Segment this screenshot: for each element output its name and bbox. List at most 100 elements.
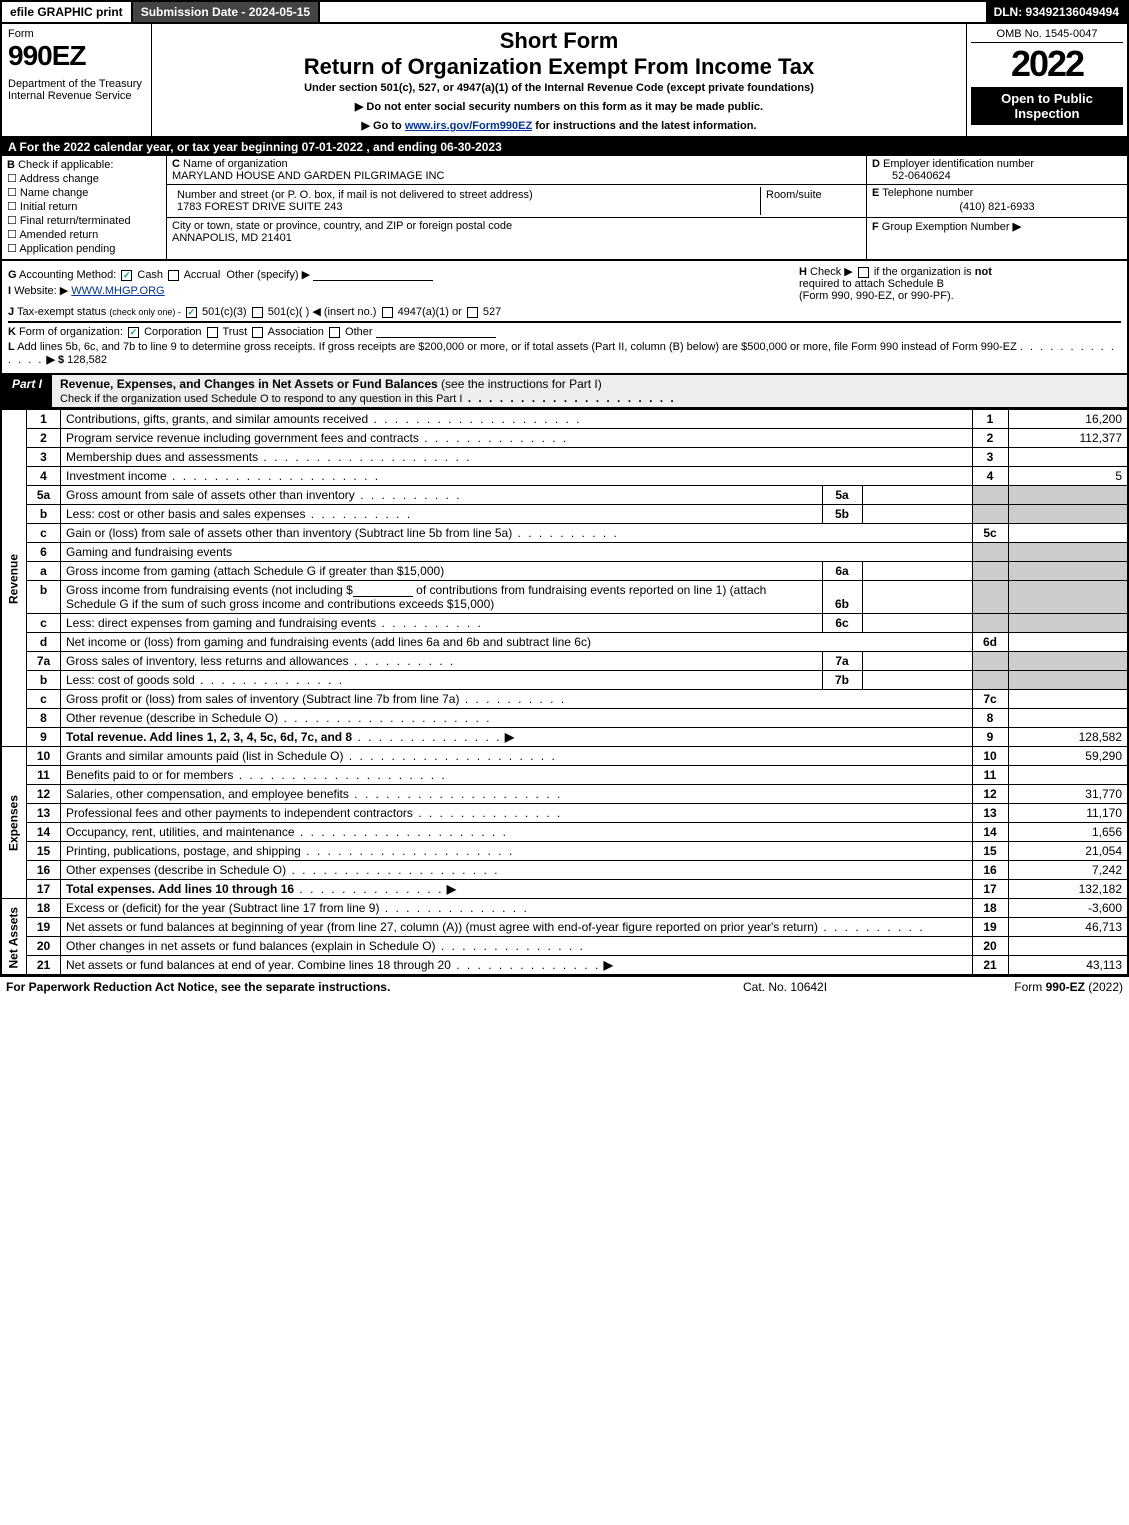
chk-4947[interactable]: [382, 307, 393, 318]
address-block: Number and street (or P. O. box, if mail…: [167, 185, 866, 218]
section-d: D Employer identification number 52-0640…: [867, 156, 1127, 185]
goto-pre: ▶ Go to: [362, 120, 405, 132]
open-to-public: Open to Public Inspection: [971, 87, 1123, 125]
cash-label: Cash: [137, 269, 163, 281]
row-5c: c Gain or (loss) from sale of assets oth…: [1, 524, 1128, 543]
row-2: 2 Program service revenue including gove…: [1, 429, 1128, 448]
h-text2: if the organization is: [874, 266, 972, 278]
return-title: Return of Organization Exempt From Incom…: [160, 54, 958, 80]
line-5b-subval: [862, 505, 972, 524]
row-13: 13 Professional fees and other payments …: [1, 804, 1128, 823]
other-org-label: Other: [345, 326, 373, 338]
city-state-zip: ANNAPOLIS, MD 21401: [172, 232, 292, 244]
chk-501c[interactable]: [252, 307, 263, 318]
line-17-val: 132,182: [1008, 880, 1128, 899]
line-k: K Form of organization: Corporation Trus…: [8, 321, 1121, 338]
row-3: 3 Membership dues and assessments 3: [1, 448, 1128, 467]
f-caption: Group Exemption Number: [882, 221, 1010, 233]
irs-link[interactable]: www.irs.gov/Form990EZ: [405, 120, 532, 132]
revenue-side-label: Revenue: [1, 410, 27, 747]
chk-other-org[interactable]: [329, 327, 340, 338]
line-10-val: 59,290: [1008, 747, 1128, 766]
top-bar: efile GRAPHIC print Submission Date - 20…: [0, 0, 1129, 24]
line-15-val: 21,054: [1008, 842, 1128, 861]
line-1-val: 16,200: [1008, 410, 1128, 429]
chk-address-change[interactable]: ☐ Address change: [7, 172, 161, 185]
chk-accrual[interactable]: [168, 270, 179, 281]
chk-corporation[interactable]: [128, 327, 139, 338]
l-text: Add lines 5b, 6c, and 7b to line 9 to de…: [17, 341, 1017, 353]
row-12: 12 Salaries, other compensation, and emp…: [1, 785, 1128, 804]
line-12-val: 31,770: [1008, 785, 1128, 804]
netassets-side-label: Net Assets: [1, 899, 27, 976]
row-5b: b Less: cost or other basis and sales ex…: [1, 505, 1128, 524]
chk-final-return[interactable]: ☐ Final return/terminated: [7, 214, 161, 227]
row-5a: 5a Gross amount from sale of assets othe…: [1, 486, 1128, 505]
501c3-label: 501(c)(3): [202, 306, 247, 318]
chk-527[interactable]: [467, 307, 478, 318]
chk-amended-return[interactable]: ☐ Amended return: [7, 228, 161, 241]
4947-label: 4947(a)(1) or: [398, 306, 462, 318]
submission-date: Submission Date - 2024-05-15: [133, 2, 320, 22]
form-word: Form: [8, 28, 145, 40]
part1-check-note: Check if the organization used Schedule …: [60, 393, 462, 405]
row-7a: 7a Gross sales of inventory, less return…: [1, 652, 1128, 671]
chk-501c3[interactable]: [186, 307, 197, 318]
line-j: J Tax-exempt status (check only one) - 5…: [8, 305, 1121, 318]
row-20: 20 Other changes in net assets or fund b…: [1, 937, 1128, 956]
page-footer: For Paperwork Reduction Act Notice, see …: [0, 976, 1129, 997]
row-6d: d Net income or (loss) from gaming and f…: [1, 633, 1128, 652]
line-l: L Add lines 5b, 6c, and 7b to line 9 to …: [8, 341, 1121, 366]
h-text1: Check ▶: [810, 266, 853, 278]
f-arrow: ▶: [1013, 221, 1021, 233]
h-not: not: [975, 266, 992, 278]
other-org-line[interactable]: [376, 337, 496, 338]
row-17: 17 Total expenses. Add lines 10 through …: [1, 880, 1128, 899]
line-6d-val: [1008, 633, 1128, 652]
omb-number: OMB No. 1545-0047: [971, 26, 1123, 43]
dln-label: DLN: 93492136049494: [986, 2, 1127, 22]
chk-association[interactable]: [252, 327, 263, 338]
row-14: 14 Occupancy, rent, utilities, and maint…: [1, 823, 1128, 842]
line-8-val: [1008, 709, 1128, 728]
g-caption: Accounting Method:: [19, 269, 116, 281]
chk-trust[interactable]: [207, 327, 218, 338]
gross-receipts-value: 128,582: [67, 354, 107, 366]
line-7c-val: [1008, 690, 1128, 709]
dept-line-1: Department of the Treasury: [8, 78, 145, 90]
row-19: 19 Net assets or fund balances at beginn…: [1, 918, 1128, 937]
part1-tag: Part I: [2, 375, 52, 407]
ein-value: 52-0640624: [872, 170, 951, 182]
section-e: E Telephone number (410) 821-6933: [867, 185, 1127, 218]
line-6c-subval: [862, 614, 972, 633]
line-19-val: 46,713: [1008, 918, 1128, 937]
chk-cash[interactable]: [121, 270, 132, 281]
part1-header: Part I Revenue, Expenses, and Changes in…: [0, 375, 1129, 409]
row-18: Net Assets 18 Excess or (deficit) for th…: [1, 899, 1128, 918]
chk-name-change[interactable]: ☐ Name change: [7, 186, 161, 199]
form-number: 990EZ: [8, 40, 145, 72]
g-label: G: [8, 269, 17, 281]
row-15: 15 Printing, publications, postage, and …: [1, 842, 1128, 861]
website-link[interactable]: WWW.MHGP.ORG: [71, 285, 164, 297]
goto-note: ▶ Go to www.irs.gov/Form990EZ for instru…: [160, 119, 958, 132]
section-bcdef: B Check if applicable: ☐ Address change …: [0, 156, 1129, 261]
city-block: City or town, state or province, country…: [167, 218, 866, 246]
e-caption: Telephone number: [882, 187, 973, 199]
row-6: 6 Gaming and fundraising events: [1, 543, 1128, 562]
city-caption: City or town, state or province, country…: [172, 220, 512, 232]
row-4: 4 Investment income 4 5: [1, 467, 1128, 486]
l-arrow: ▶ $: [46, 354, 64, 366]
part1-schedule-o-check[interactable]: [1097, 375, 1127, 407]
line-5a-subval: [862, 486, 972, 505]
efile-label[interactable]: efile GRAPHIC print: [2, 2, 133, 22]
row-6a: a Gross income from gaming (attach Sched…: [1, 562, 1128, 581]
section-ghijkl: G Accounting Method: Cash Accrual Other …: [0, 261, 1129, 375]
f-label: F: [872, 221, 879, 233]
other-specify-line[interactable]: [313, 280, 433, 281]
j-sub: (check only one) -: [109, 307, 181, 317]
chk-initial-return[interactable]: ☐ Initial return: [7, 200, 161, 213]
chk-schedule-b[interactable]: [858, 267, 869, 278]
section-f: F Group Exemption Number ▶: [867, 218, 1127, 235]
chk-application-pending[interactable]: ☐ Application pending: [7, 242, 161, 255]
